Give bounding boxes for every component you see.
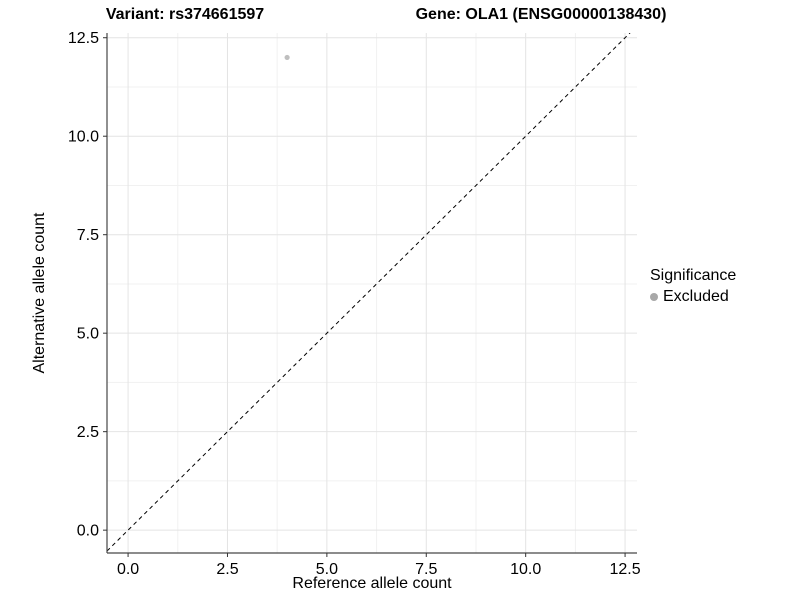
x-tick-label: 5.0	[316, 561, 338, 578]
x-tick-label: 12.5	[610, 561, 641, 578]
plot-title-gene: Gene: OLA1 (ENSG00000138430)	[415, 6, 667, 23]
y-axis-title: Alternative allele count	[31, 212, 48, 374]
legend-key-dot-icon	[650, 293, 658, 301]
y-tick-label: 10.0	[68, 129, 99, 146]
x-axis-title: Reference allele count	[292, 575, 452, 592]
y-tick-label: 0.0	[77, 523, 99, 540]
y-tick-label: 5.0	[77, 326, 99, 343]
legend: Significance Excluded	[650, 267, 736, 306]
y-tick-label: 2.5	[77, 424, 99, 441]
y-tick-label: 12.5	[68, 30, 99, 47]
x-tick-label: 2.5	[216, 561, 238, 578]
identity-dashed-line	[107, 33, 631, 552]
x-tick-label: 0.0	[117, 561, 139, 578]
data-point[interactable]	[284, 54, 290, 61]
plot-title-variant: Variant: rs374661597	[105, 6, 265, 23]
legend-entry-excluded[interactable]: Excluded	[650, 288, 736, 306]
legend-entry-label: Excluded	[663, 288, 729, 305]
legend-title: Significance	[650, 267, 737, 284]
y-tick-label: 7.5	[77, 227, 99, 244]
x-tick-label: 7.5	[415, 561, 437, 578]
x-tick-label: 10.0	[510, 561, 541, 578]
